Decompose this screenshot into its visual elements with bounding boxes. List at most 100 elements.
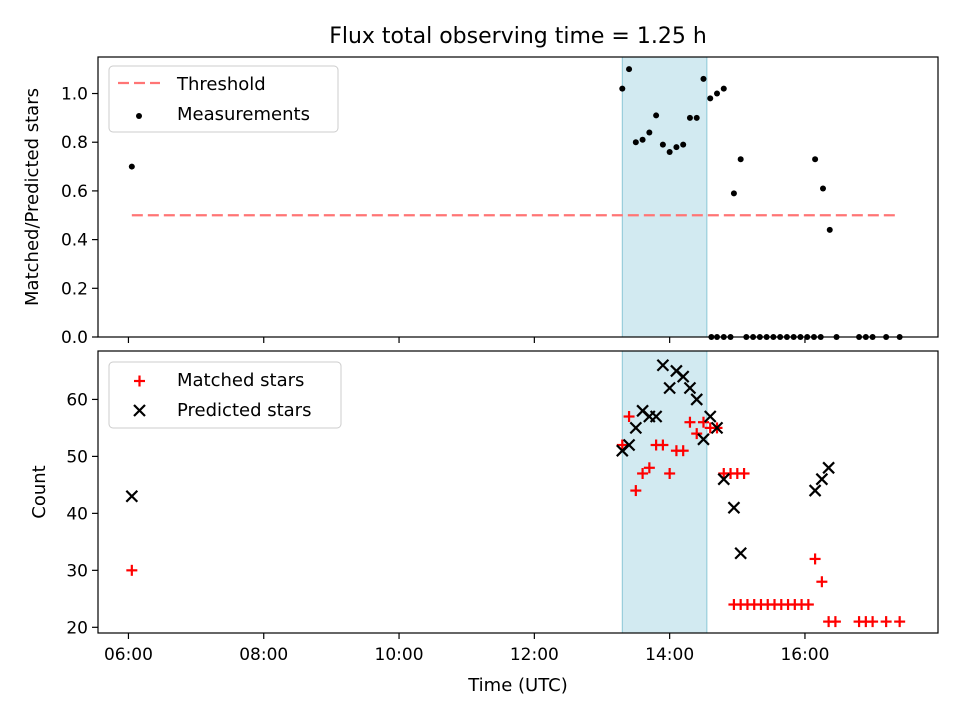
- matched-star-point: [867, 616, 879, 628]
- matched-star-point: [738, 467, 750, 479]
- x-marker-b: [703, 410, 717, 423]
- measurement-point: [826, 226, 833, 233]
- count-points: [125, 358, 906, 628]
- predicted-star-point: [697, 433, 710, 446]
- measurement-point: [737, 156, 744, 163]
- predicted-star-point: [815, 472, 829, 486]
- measurement-point: [686, 114, 693, 121]
- measurement-point: [707, 95, 714, 102]
- bottom-legend-frame: [108, 361, 342, 429]
- measurement-point: [666, 148, 673, 155]
- x-tick-label: 14:00: [645, 645, 694, 665]
- x-marker-b: [663, 381, 676, 395]
- x-axis-label: Time (UTC): [467, 675, 568, 696]
- y-tick-label: 0.0: [61, 328, 88, 348]
- matched-star-point: [643, 462, 655, 474]
- legend-measurements-swatch: [136, 113, 142, 119]
- x-tick-label: 16:00: [780, 645, 829, 665]
- predicted-star-point: [710, 421, 724, 435]
- measurement-point: [819, 185, 826, 192]
- x-marker-b: [649, 410, 663, 423]
- legend-predicted-label: Predicted stars: [177, 400, 311, 421]
- x-marker-b: [690, 393, 703, 406]
- x-marker-b: [808, 484, 822, 497]
- predicted-star-point: [808, 484, 822, 497]
- predicted-star-point: [734, 546, 747, 560]
- predicted-star-point: [649, 410, 663, 423]
- top-observing-window: [621, 56, 708, 338]
- measurement-point: [673, 144, 680, 151]
- measurement-point: [812, 156, 819, 163]
- matched-star-point: [664, 467, 676, 479]
- measurement-point: [626, 66, 633, 73]
- matched-star-point: [691, 428, 703, 440]
- predicted-star-point: [676, 370, 690, 383]
- x-marker-b: [656, 358, 670, 372]
- predicted-star-point: [703, 410, 717, 423]
- measurement-point: [700, 75, 707, 82]
- y-tick-label: 0.8: [61, 133, 88, 153]
- measurement-point: [693, 114, 700, 121]
- measurement-point: [714, 90, 721, 97]
- top-legend: Threshold Measurements: [108, 65, 339, 133]
- matched-star-point: [816, 576, 828, 588]
- bottom-y-axis-label: Count: [29, 465, 50, 518]
- y-tick-label: 0.4: [61, 231, 88, 251]
- x-tick-label: 12:00: [510, 645, 559, 665]
- measurement-point: [639, 136, 646, 143]
- legend-matched-label: Matched stars: [177, 370, 304, 391]
- predicted-star-point: [822, 461, 835, 475]
- top-y-ticks: 0.0 0.2 0.4 0.6 0.8 1.0: [61, 85, 98, 348]
- matched-star-point: [637, 467, 649, 479]
- y-tick-label: 1.0: [61, 85, 88, 105]
- legend-predicted-swatch: [133, 404, 146, 417]
- x-tick-label: 10:00: [375, 645, 424, 665]
- matched-star-point: [630, 485, 642, 497]
- x-tick-label: 08:00: [239, 645, 288, 665]
- matched-star-point: [809, 553, 821, 565]
- x-marker-b: [822, 461, 835, 475]
- measurement-point: [730, 190, 737, 197]
- x-marker-b: [734, 546, 747, 560]
- top-y-axis-label: Matched/Predicted stars: [22, 88, 43, 306]
- x-marker-b: [676, 370, 690, 383]
- predicted-star-point: [629, 421, 643, 435]
- predicted-star-point: [727, 501, 741, 514]
- predicted-star-point: [622, 438, 636, 452]
- matched-star-point: [657, 439, 669, 451]
- y-tick-label: 20: [66, 618, 88, 638]
- x-marker-b: [622, 438, 636, 452]
- bottom-axes-frame: [97, 350, 939, 634]
- y-tick-label: 0.2: [61, 279, 88, 299]
- bottom-x-ticks: 06:00 08:00 10:00 12:00 14:00 16:00: [104, 633, 829, 665]
- x-marker-b: [697, 433, 710, 446]
- y-tick-label: 40: [66, 504, 88, 524]
- y-tick-label: 50: [66, 447, 88, 467]
- matched-star-point: [677, 445, 689, 457]
- bottom-legend: Matched stars Predicted stars: [108, 361, 342, 429]
- x-marker-b: [683, 381, 697, 395]
- y-tick-label: 0.6: [61, 182, 88, 202]
- predicted-star-point: [690, 393, 703, 406]
- chart-title: Flux total observing time = 1.25 h: [329, 24, 707, 49]
- matched-star-point: [616, 439, 628, 451]
- measurement-point: [646, 129, 653, 136]
- measurement-points: [128, 66, 903, 340]
- measurement-point: [659, 141, 666, 148]
- x-tick-label: 06:00: [104, 645, 153, 665]
- matched-star-point: [829, 616, 841, 628]
- measurement-point: [653, 112, 660, 119]
- y-tick-label: 60: [66, 390, 88, 410]
- matched-star-point: [126, 564, 138, 576]
- x-marker-b: [670, 364, 683, 378]
- top-legend-frame: [108, 65, 339, 133]
- measurement-point: [720, 85, 727, 92]
- measurement-point: [680, 141, 687, 148]
- x-marker-b: [727, 501, 741, 514]
- x-marker-b: [125, 489, 139, 503]
- matched-star-point: [894, 616, 906, 628]
- matched-star-point: [880, 616, 892, 628]
- measurement-point: [128, 163, 135, 170]
- legend-threshold-label: Threshold: [176, 74, 266, 95]
